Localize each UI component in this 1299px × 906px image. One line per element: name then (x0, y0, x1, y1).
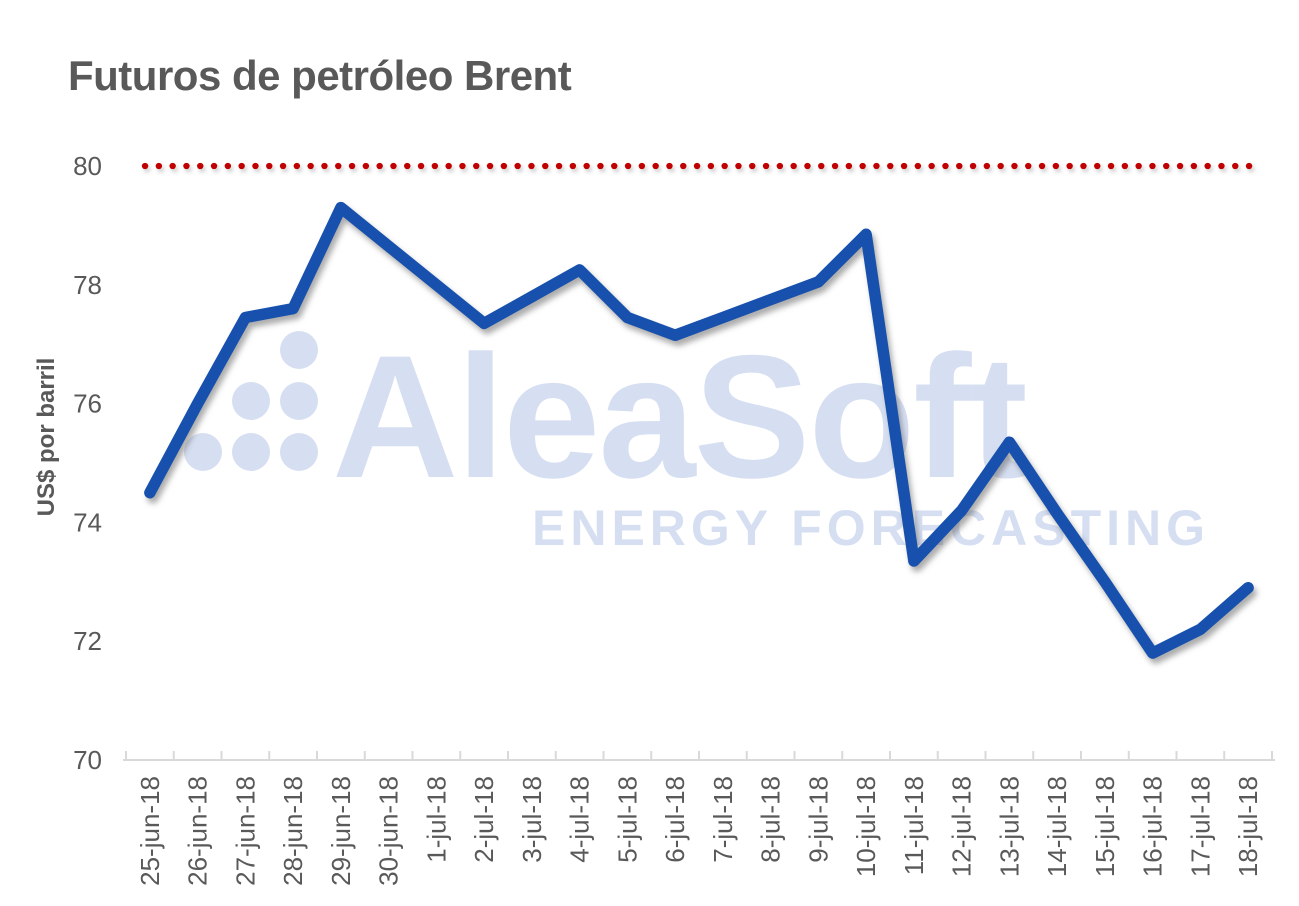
x-tick-label: 4-jul-18 (565, 776, 595, 863)
logo-dot (232, 382, 270, 420)
x-tick-label: 13-jul-18 (994, 776, 1024, 877)
logo-dot (280, 331, 318, 369)
x-tick-label: 29-jun-18 (326, 776, 356, 886)
x-tick-label: 27-jun-18 (230, 776, 260, 886)
price-line-series (144, 201, 1254, 659)
x-tick-label: 11-jul-18 (899, 776, 929, 875)
y-tick-label: 72 (73, 626, 102, 656)
x-tick-label: 16-jul-18 (1138, 776, 1168, 877)
x-tick-label: 6-jul-18 (660, 776, 690, 863)
x-tick-label: 5-jul-18 (612, 776, 642, 863)
x-tick-label: 7-jul-18 (708, 776, 738, 863)
watermark-tagline-text: ENERGY FORECASTING (532, 500, 1210, 556)
x-tick-label: 8-jul-18 (756, 776, 786, 863)
x-tick-label: 30-jun-18 (374, 776, 404, 886)
y-axis-tick-labels: 80 78 76 74 72 70 (73, 151, 102, 775)
logo-dot (280, 433, 318, 471)
x-tick-label: 14-jul-18 (1042, 776, 1072, 877)
x-tick-label: 15-jul-18 (1090, 776, 1120, 877)
logo-dot (280, 382, 318, 420)
x-tick-label: 3-jul-18 (517, 776, 547, 863)
y-tick-label: 78 (73, 270, 102, 300)
x-tick-label: 28-jun-18 (278, 776, 308, 886)
y-tick-label: 76 (73, 389, 102, 419)
x-axis (123, 751, 1275, 761)
x-tick-label: 12-jul-18 (947, 776, 977, 877)
y-axis-title: US$ por barril (33, 358, 60, 517)
x-axis-tick-labels: 25-jun-18 26-jun-18 27-jun-18 28-jun-18 29-j… (135, 776, 1263, 886)
watermark-brand-text: AleaSoft (332, 320, 1027, 515)
y-tick-label: 80 (73, 151, 102, 181)
x-tick-label: 1-jul-18 (421, 776, 451, 863)
x-tick-label: 18-jul-18 (1233, 776, 1263, 877)
watermark: AleaSoft ENERGY FORECASTING (184, 320, 1210, 556)
logo-dot (232, 433, 270, 471)
x-tick-label: 26-jun-18 (183, 776, 213, 886)
x-tick-label: 9-jul-18 (803, 776, 833, 863)
x-tick-label: 17-jul-18 (1185, 776, 1215, 877)
x-tick-label: 10-jul-18 (851, 776, 881, 877)
y-tick-label: 70 (73, 745, 102, 775)
chart-title: Futuros de petróleo Brent (68, 52, 572, 99)
x-tick-label: 2-jul-18 (469, 776, 499, 863)
aleasoft-logo-icon (184, 331, 318, 471)
x-tick-label: 25-jun-18 (135, 776, 165, 886)
y-tick-label: 74 (73, 507, 102, 537)
logo-dot (184, 433, 222, 471)
